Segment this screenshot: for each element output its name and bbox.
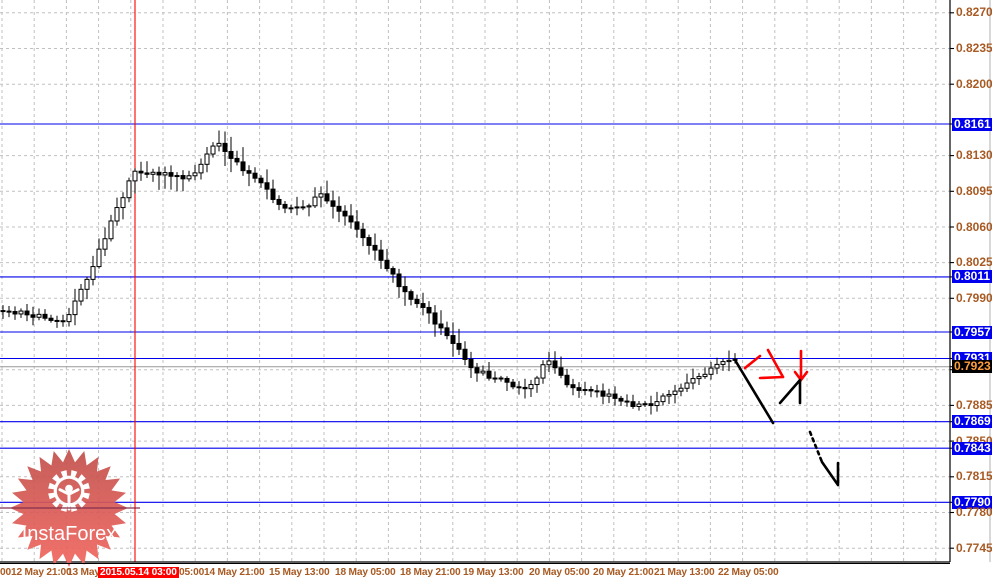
svg-text:InstaForex: InstaForex bbox=[22, 523, 116, 545]
